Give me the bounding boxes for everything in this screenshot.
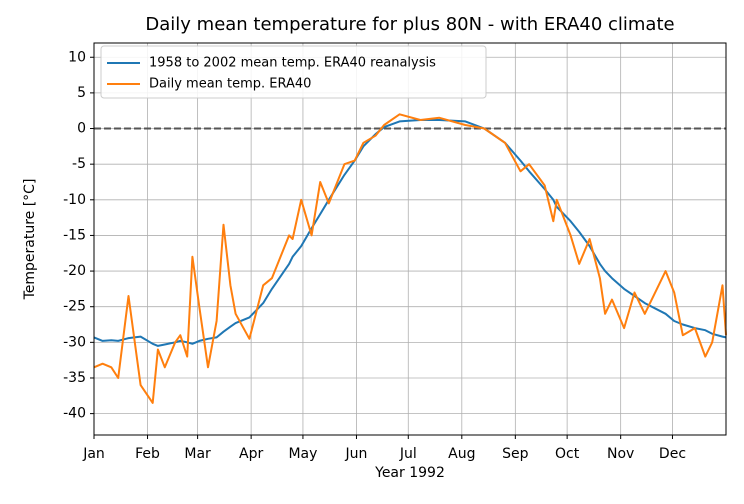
y-tick-label: -30 <box>63 334 86 350</box>
series-line <box>93 113 727 404</box>
y-tick-label: -5 <box>72 156 86 172</box>
x-tick-label: May <box>288 446 317 462</box>
plot-frame <box>93 42 727 436</box>
legend-label: Daily mean temp. ERA40 <box>149 77 311 92</box>
y-tick-label: 5 <box>77 85 86 101</box>
x-tick-label: Jan <box>82 446 105 462</box>
x-tick-label: Jul <box>399 446 417 462</box>
y-tick-label: -20 <box>63 263 86 279</box>
y-tick-label: -15 <box>63 227 86 243</box>
legend-label: 1958 to 2002 mean temp. ERA40 reanalysis <box>149 56 436 71</box>
x-tick-label: Sep <box>502 446 529 462</box>
y-tick-label: -10 <box>63 192 86 208</box>
x-tick-label: Dec <box>659 446 686 462</box>
series-line <box>93 119 727 347</box>
x-tick-label: Nov <box>607 446 634 462</box>
x-tick-label: Aug <box>448 446 475 462</box>
x-tick-label: Feb <box>135 446 160 462</box>
x-tick-label: Jun <box>345 446 368 462</box>
chart-title: Daily mean temperature for plus 80N - wi… <box>145 14 674 35</box>
y-tick-label: -40 <box>63 406 86 422</box>
y-tick-label: -35 <box>63 370 86 386</box>
x-tick-label: Mar <box>184 446 211 462</box>
x-tick-label: Apr <box>239 446 263 462</box>
y-tick-label: 10 <box>68 49 86 65</box>
y-tick-label: 0 <box>77 121 86 137</box>
x-tick-label: Oct <box>555 446 580 462</box>
x-axis-label: Year 1992 <box>374 465 445 481</box>
y-axis-label: Temperature [°C] <box>22 179 38 301</box>
y-tick-label: -25 <box>63 299 86 315</box>
legend-box <box>100 45 487 99</box>
